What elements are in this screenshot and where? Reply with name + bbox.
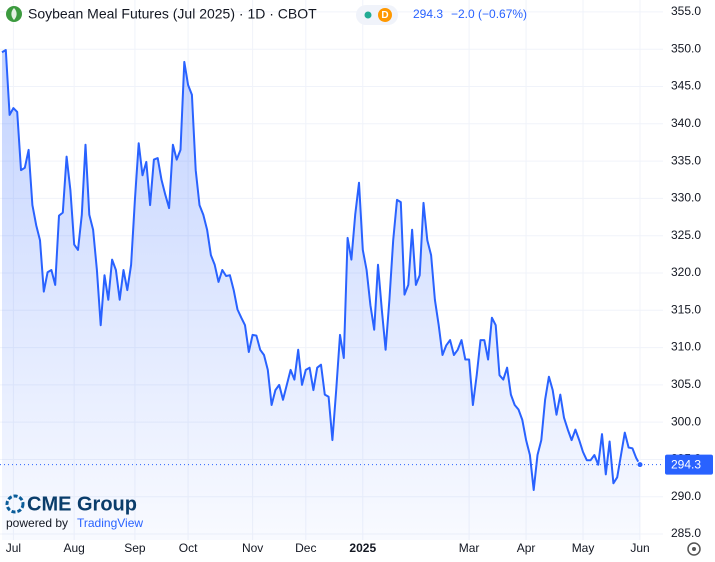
interval-badge-text: D bbox=[381, 10, 388, 21]
plot bbox=[0, 49, 663, 540]
market-status-dot bbox=[364, 11, 372, 19]
last-price-dot bbox=[636, 461, 644, 469]
y-tick-label: 355.0 bbox=[671, 4, 701, 18]
x-tick-label: Aug bbox=[63, 541, 84, 555]
last-price-label: 294.3 bbox=[671, 457, 701, 471]
y-tick-label: 340.0 bbox=[671, 116, 701, 130]
x-tick-label: Sep bbox=[124, 541, 146, 555]
y-tick-label: 350.0 bbox=[671, 41, 701, 55]
y-tick-label: 335.0 bbox=[671, 153, 701, 167]
last-price-badge bbox=[665, 454, 713, 475]
y-tick-label: 325.0 bbox=[671, 228, 701, 242]
x-tick-label: Mar bbox=[459, 541, 480, 555]
powered-brand: TradingView bbox=[77, 516, 143, 530]
area-fill bbox=[2, 50, 640, 540]
symbol-icon-leaf bbox=[11, 8, 17, 20]
y-tick-label: 285.0 bbox=[671, 526, 701, 540]
x-tick-label: Jun bbox=[630, 541, 649, 555]
price-line bbox=[1, 49, 641, 491]
powered-by: powered by bbox=[6, 516, 68, 530]
y-tick-label: 345.0 bbox=[671, 79, 701, 93]
y-tick-label: 315.0 bbox=[671, 302, 701, 316]
settings-button[interactable] bbox=[687, 542, 701, 556]
settings-icon[interactable] bbox=[687, 542, 701, 556]
y-tick-label: 305.0 bbox=[671, 377, 701, 391]
x-tick-label: May bbox=[572, 541, 595, 555]
header-change: −2.0 (−0.67%) bbox=[451, 7, 527, 21]
logo-icon bbox=[5, 494, 25, 514]
logo: CME Group powered by TradingView bbox=[5, 493, 143, 530]
header: Soybean Meal Futures (Jul 2025) · 1D · C… bbox=[6, 5, 527, 25]
settings-icon-center bbox=[692, 547, 696, 551]
y-tick-label: 300.0 bbox=[671, 414, 701, 428]
x-tick-label: Oct bbox=[179, 541, 198, 555]
x-tick-label: Jul bbox=[6, 541, 21, 555]
chart-title: Soybean Meal Futures (Jul 2025) · 1D · C… bbox=[28, 6, 317, 22]
y-tick-label: 310.0 bbox=[671, 340, 701, 354]
x-tick-label: 2025 bbox=[349, 541, 376, 555]
y-tick-label: 330.0 bbox=[671, 191, 701, 205]
y-tick-label: 290.0 bbox=[671, 489, 701, 503]
interval-badge bbox=[378, 8, 392, 22]
x-tick-label: Dec bbox=[295, 541, 316, 555]
x-tick-label: Nov bbox=[242, 541, 263, 555]
y-tick-label: 320.0 bbox=[671, 265, 701, 279]
header-price: 294.3 bbox=[413, 7, 443, 21]
x-tick-label: Apr bbox=[517, 541, 536, 555]
x-axis: Jul Aug Sep Oct Nov Dec 2025 Mar Apr May Jun bbox=[6, 541, 650, 555]
logo-text: CME Group bbox=[27, 493, 137, 515]
y-axis: 285.0290.0295.0300.0305.0310.0315.0320.0… bbox=[665, 4, 713, 540]
